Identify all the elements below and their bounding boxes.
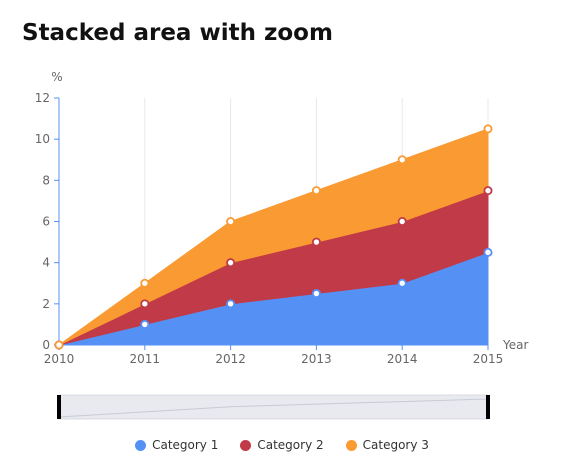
legend-swatch	[240, 439, 252, 451]
area-category-3	[58, 128, 489, 346]
axes: 0 2 4 6 8 10 12 2010 2011 2012 2013 2014 2015	[35, 91, 504, 366]
legend-label: Category 3	[362, 438, 429, 452]
y-tick-label: 2	[42, 297, 50, 311]
data-point[interactable]	[54, 340, 64, 350]
legend-item[interactable]: Category 3	[345, 438, 429, 452]
zoom-window[interactable]	[59, 395, 488, 419]
y-tick-label: 4	[42, 256, 50, 270]
zoom-track	[58, 394, 489, 420]
data-point[interactable]	[226, 258, 236, 268]
x-tick-label: 2013	[301, 352, 332, 366]
y-tick-label: 12	[35, 91, 50, 105]
data-point[interactable]	[311, 289, 321, 299]
y-tick-label: 10	[35, 132, 50, 146]
x-axis-label: Year	[502, 338, 528, 352]
area-layers	[58, 128, 489, 346]
data-markers	[54, 124, 493, 350]
data-point[interactable]	[483, 124, 493, 134]
x-tick-label: 2011	[130, 352, 161, 366]
data-point[interactable]	[311, 237, 321, 247]
data-point[interactable]	[140, 299, 150, 309]
data-point[interactable]	[226, 299, 236, 309]
legend-swatch	[345, 439, 357, 451]
stacked-area-chart[interactable]: 0 2 4 6 8 10 12 2010 2011 2012 2013 2014 2015 % Year	[0, 0, 564, 430]
legend-label: Category 2	[257, 438, 324, 452]
x-tick-label: 2012	[215, 352, 246, 366]
legend: Category 1 Category 2 Category 3	[0, 438, 564, 452]
data-point[interactable]	[397, 278, 407, 288]
data-point[interactable]	[483, 247, 493, 257]
data-point[interactable]	[140, 278, 150, 288]
data-point[interactable]	[140, 319, 150, 329]
y-tick-label: 0	[42, 338, 50, 352]
zoom-preview-line	[58, 398, 489, 418]
data-point[interactable]	[397, 155, 407, 165]
x-tick-label: 2010	[44, 352, 75, 366]
y-tick-label: 8	[42, 173, 50, 187]
data-point[interactable]	[483, 186, 493, 196]
zoom-handle-left[interactable]	[57, 395, 61, 419]
data-point[interactable]	[311, 186, 321, 196]
x-tick-label: 2014	[387, 352, 418, 366]
legend-swatch	[135, 439, 147, 451]
data-point[interactable]	[397, 216, 407, 226]
legend-item[interactable]: Category 2	[240, 438, 324, 452]
chart-title: Stacked area with zoom	[22, 20, 333, 46]
y-axis-label: %	[51, 70, 62, 84]
legend-item[interactable]: Category 1	[135, 438, 218, 452]
y-tick-label: 6	[42, 215, 50, 229]
zoom-slider[interactable]	[57, 394, 490, 420]
legend-label: Category 1	[152, 438, 219, 452]
zoom-handle-right[interactable]	[486, 395, 490, 419]
x-tick-label: 2015	[473, 352, 504, 366]
data-point[interactable]	[226, 216, 236, 226]
